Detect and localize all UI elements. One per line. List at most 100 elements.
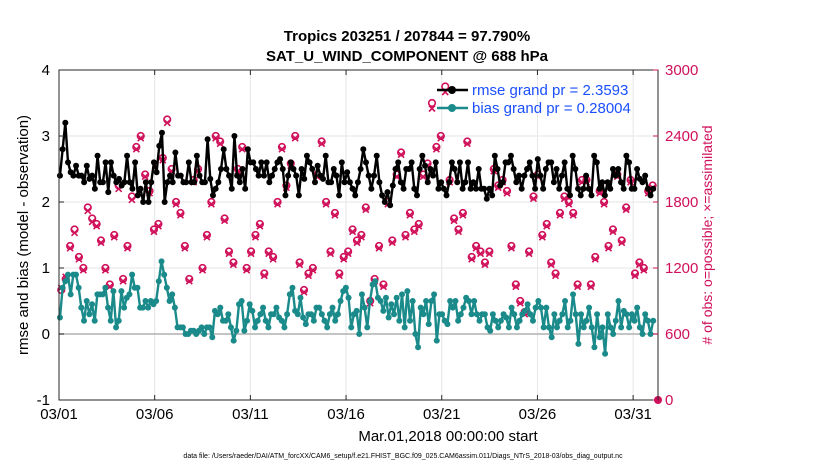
bias-point xyxy=(618,324,625,331)
x-tick-label: 03/16 xyxy=(327,406,365,423)
bias-point xyxy=(364,324,371,331)
bias-point xyxy=(81,317,88,324)
bias-point xyxy=(233,327,240,334)
obs-assimilated-marker xyxy=(198,266,207,274)
y2-tick-label: 3000 xyxy=(665,62,698,79)
bias-point xyxy=(642,311,649,318)
bias-point xyxy=(497,317,504,324)
rmse-point xyxy=(164,179,171,186)
bias-point xyxy=(407,317,414,324)
obs-assimilated-marker xyxy=(543,222,551,230)
obs-assimilated-marker xyxy=(529,195,538,203)
rmse-point xyxy=(609,166,616,172)
bias-point xyxy=(532,304,539,311)
obs-assimilated-marker xyxy=(132,145,140,153)
bias-point xyxy=(308,311,315,318)
obs-assimilated-marker xyxy=(574,283,582,291)
rmse-point xyxy=(435,185,442,192)
obs-assimilated-marker xyxy=(141,173,149,181)
bias-point xyxy=(607,324,614,331)
legend: rmse grand pr = 2.3593 bias grand pr = 0… xyxy=(437,82,631,117)
rmse-point xyxy=(226,172,233,179)
rmse-point xyxy=(395,159,402,166)
bias-point xyxy=(503,314,510,321)
rmse-point xyxy=(360,146,367,153)
rmse-point xyxy=(464,159,471,166)
rmse-point xyxy=(483,195,490,202)
obs-assimilated-marker xyxy=(123,244,132,252)
bias-point xyxy=(444,321,451,328)
rmse-point xyxy=(532,185,539,192)
bias-point xyxy=(366,298,373,304)
bias-point xyxy=(102,284,109,291)
rmse-point xyxy=(121,179,128,186)
rmse-point xyxy=(320,175,327,182)
bias-point xyxy=(129,271,136,278)
bias-point xyxy=(431,291,438,298)
rmse-point xyxy=(124,152,131,159)
obs-assimilated-marker xyxy=(485,250,493,258)
bias-point xyxy=(562,298,569,304)
obs-assimilated-marker xyxy=(207,200,215,208)
rmse-point xyxy=(282,192,289,199)
rmse-point xyxy=(107,159,114,166)
bias-point xyxy=(334,311,341,318)
obs-assimilated-marker xyxy=(221,217,229,225)
obs-assimilated-marker xyxy=(357,233,365,241)
rmse-point xyxy=(405,166,412,172)
rmse-point xyxy=(650,185,657,192)
bias-point xyxy=(244,317,251,324)
bias-point xyxy=(399,291,406,298)
obs-assimilated-marker xyxy=(225,250,233,258)
x-tick-label: 03/06 xyxy=(136,406,174,423)
rmse-point xyxy=(338,159,345,166)
bias-point xyxy=(465,298,472,304)
rmse-point xyxy=(137,185,144,192)
plot-frame xyxy=(58,69,659,401)
rmse-point xyxy=(456,159,463,166)
obs-assimilated-marker xyxy=(604,244,613,252)
obs-assimilated-marker xyxy=(551,272,560,280)
rmse-point xyxy=(290,166,297,172)
bias-point xyxy=(473,311,480,318)
bias-point xyxy=(342,284,349,291)
rmse-point xyxy=(387,202,394,209)
rmse-point xyxy=(368,185,375,192)
bias-point xyxy=(310,317,317,324)
bias-point xyxy=(316,304,323,311)
rmse-point xyxy=(145,199,152,205)
rmse-point xyxy=(432,159,439,166)
bias-point xyxy=(155,278,162,285)
rmse-point xyxy=(416,166,423,172)
bias-point xyxy=(615,298,622,304)
obs-assimilated-marker xyxy=(600,200,608,208)
rmse-point xyxy=(524,166,531,172)
bias-point xyxy=(289,284,296,291)
bias-point xyxy=(171,304,178,311)
obs-assimilated-marker xyxy=(260,272,268,280)
rmse-point xyxy=(142,179,149,186)
bias-point xyxy=(113,324,120,331)
rmse-point xyxy=(158,129,165,136)
bias-point xyxy=(286,291,293,298)
rmse-point xyxy=(515,172,522,179)
obs-assimilated-marker xyxy=(163,119,171,127)
rmse-point xyxy=(626,159,633,166)
x-tick-label: 03/31 xyxy=(614,406,652,423)
rmse-point xyxy=(400,185,407,192)
rmse-point xyxy=(397,179,404,186)
obs-assimilated-marker xyxy=(137,134,145,142)
bias-point xyxy=(166,298,173,304)
bias-point xyxy=(580,324,587,331)
rmse-point xyxy=(99,179,106,186)
obs-assimilated-marker xyxy=(432,145,440,153)
obs-assimilated-marker xyxy=(609,228,617,236)
rmse-point xyxy=(148,179,155,186)
rmse-point xyxy=(333,172,340,179)
obs-assimilated-marker xyxy=(379,283,388,291)
rmse-point xyxy=(239,166,246,172)
rmse-point xyxy=(542,166,549,172)
bias-point xyxy=(388,301,395,308)
rmse-point xyxy=(489,192,496,199)
rmse-point xyxy=(553,166,560,172)
